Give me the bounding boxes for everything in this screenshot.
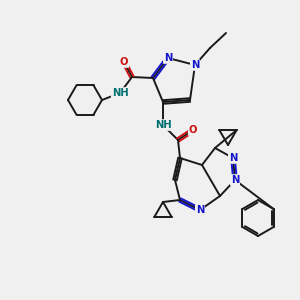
Text: NH: NH: [155, 120, 171, 130]
Text: N: N: [191, 60, 199, 70]
Text: NH: NH: [112, 88, 128, 98]
Text: N: N: [164, 53, 172, 63]
Text: O: O: [189, 125, 197, 135]
Text: N: N: [231, 175, 239, 185]
Text: N: N: [196, 205, 204, 215]
Text: O: O: [120, 57, 128, 67]
Text: N: N: [229, 153, 237, 163]
